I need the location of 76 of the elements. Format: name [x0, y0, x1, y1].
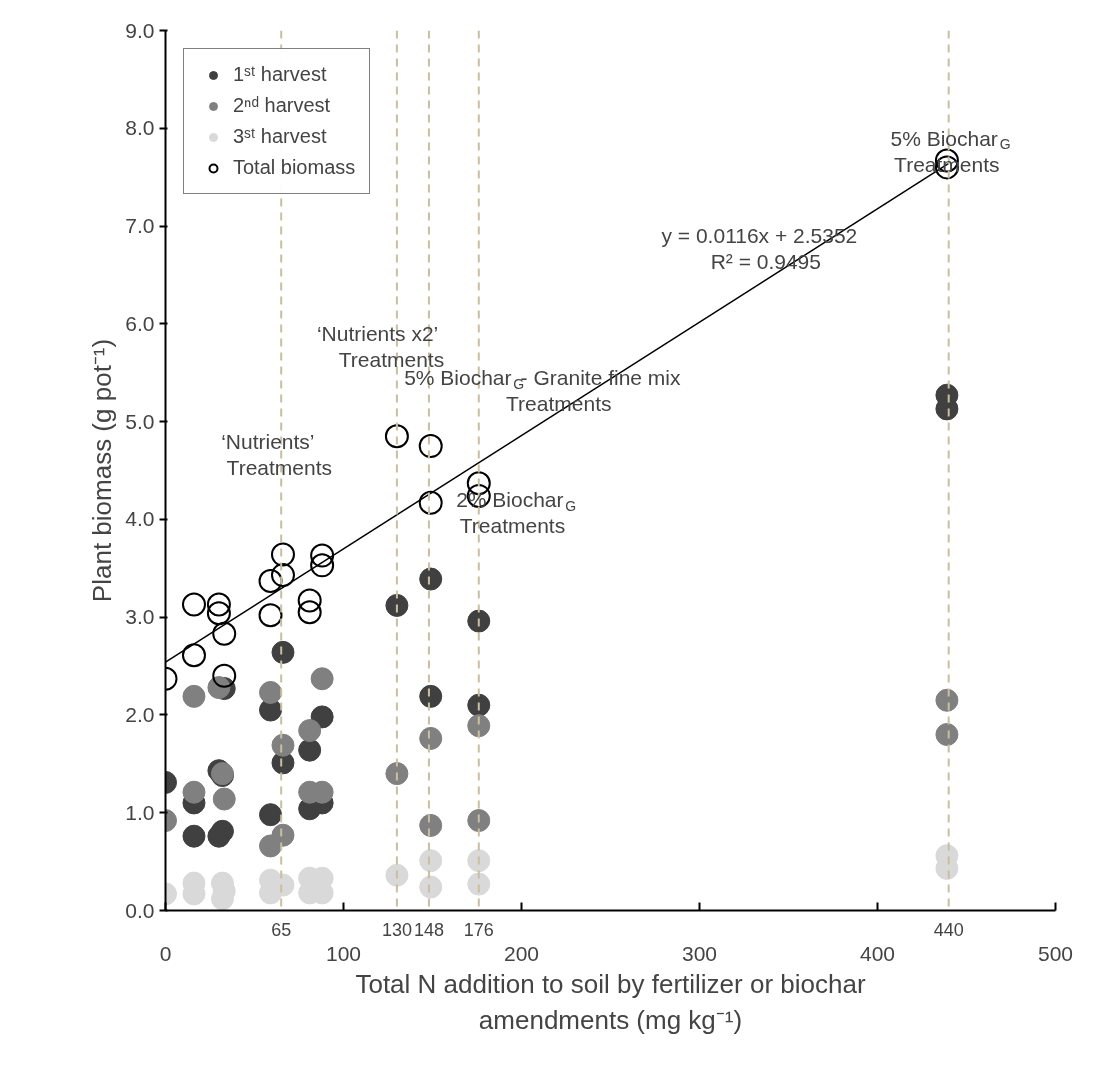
y-tick-label: 7.0 — [125, 214, 155, 238]
point — [384, 424, 409, 449]
point — [258, 603, 283, 628]
point — [467, 872, 491, 896]
point — [271, 640, 295, 664]
annotation: ‘Nutrients’ Treatments — [221, 429, 333, 479]
point — [182, 780, 206, 804]
x-tick-label: 200 — [503, 941, 540, 965]
point — [419, 875, 443, 899]
x-tick-label: 0 — [159, 941, 172, 965]
ref-line-label: 176 — [463, 919, 494, 940]
point — [467, 809, 491, 833]
point — [935, 688, 959, 712]
point — [298, 719, 322, 743]
point — [419, 567, 443, 591]
point — [418, 434, 443, 459]
y-tick-label: 1.0 — [125, 800, 155, 824]
point — [419, 726, 443, 750]
point — [297, 600, 322, 625]
point — [418, 490, 443, 515]
x-tick-label: 500 — [1037, 941, 1074, 965]
point — [206, 592, 231, 617]
point — [210, 819, 234, 843]
point — [385, 762, 409, 786]
y-tick-label: 3.0 — [125, 605, 155, 629]
point — [310, 553, 335, 578]
point — [258, 569, 283, 593]
y-axis-title: Plant biomass (g pot⁻¹) — [87, 338, 118, 603]
legend-label: 2ⁿᵈ harvest — [233, 94, 331, 117]
point — [182, 684, 206, 708]
point — [467, 609, 491, 633]
point — [467, 714, 491, 738]
y-tick-label: 5.0 — [125, 409, 155, 433]
y-tick-label: 6.0 — [125, 311, 155, 335]
y-tick-label: 9.0 — [125, 18, 155, 42]
point — [419, 684, 443, 708]
point — [270, 563, 295, 588]
legend-label: 3ˢᵗ harvest — [233, 125, 327, 148]
point — [467, 849, 491, 873]
point — [419, 813, 443, 837]
point — [298, 738, 322, 762]
annotation: ‘Nutrients x2’ Treatments — [316, 322, 445, 372]
y-tick-label: 2.0 — [125, 702, 155, 726]
x-tick-label: 300 — [681, 941, 718, 965]
point — [259, 803, 283, 827]
legend-label: Total biomass — [233, 156, 356, 179]
ref-line-label: 130 — [381, 919, 412, 940]
ref-line-label: 148 — [413, 919, 444, 940]
x-tick-label: 100 — [325, 941, 362, 965]
point — [467, 693, 491, 717]
x-tick-label: 400 — [859, 941, 896, 965]
ref-line-label: 65 — [271, 919, 292, 940]
legend-label: 1ˢᵗ harvest — [233, 63, 327, 86]
point — [212, 663, 237, 688]
point — [935, 723, 959, 746]
point — [181, 592, 206, 617]
point — [385, 863, 409, 887]
point — [310, 543, 335, 568]
point — [212, 787, 236, 811]
y-tick-label: 4.0 — [125, 507, 155, 531]
point — [270, 542, 295, 567]
point — [206, 601, 231, 626]
point — [181, 643, 206, 668]
point — [385, 593, 409, 617]
point — [419, 849, 443, 873]
point — [271, 733, 295, 757]
point — [271, 823, 295, 847]
point — [259, 680, 283, 704]
x-axis-title: Total N addition to soil by fertilizer or biochar amendments (mg kg⁻¹) — [355, 968, 866, 1035]
point — [182, 824, 206, 848]
point — [212, 621, 237, 646]
y-tick-label: 8.0 — [125, 116, 155, 140]
point — [310, 667, 334, 691]
point — [297, 588, 322, 613]
ref-line-label: 440 — [933, 919, 964, 940]
y-tick-label: 0.0 — [125, 898, 155, 922]
